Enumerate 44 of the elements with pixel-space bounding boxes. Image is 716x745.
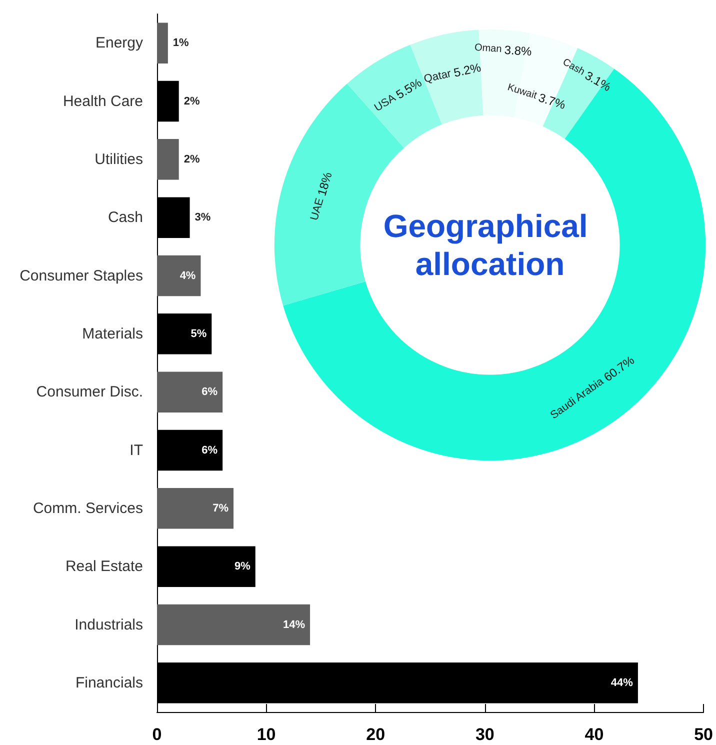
data-label: 7% xyxy=(212,502,229,514)
y-tick-label: Industrials xyxy=(74,616,143,634)
y-tick-label: Materials xyxy=(82,325,143,342)
x-tick-label: 20 xyxy=(366,725,386,744)
data-label: 3.8% xyxy=(504,42,533,59)
slice-label: Qatar xyxy=(422,68,452,86)
y-tick-label: Financials xyxy=(75,674,143,692)
data-label: 1% xyxy=(172,37,190,50)
data-label: 3.7% xyxy=(536,90,568,112)
y-tick-label: Energy xyxy=(95,34,144,52)
x-tick-label: 40 xyxy=(584,725,604,744)
x-tick-label: 30 xyxy=(475,725,494,744)
y-tick-label: Consumer Staples xyxy=(20,267,143,284)
text: Geographical allocation xyxy=(383,208,597,282)
bar xyxy=(157,255,201,296)
data-label: 6% xyxy=(202,386,218,398)
bar xyxy=(157,139,179,180)
x-tick-label: 50 xyxy=(694,725,714,744)
y-tick-label: Utilities xyxy=(94,150,143,168)
y-tick-label: Cash xyxy=(108,209,143,226)
data-label: 2% xyxy=(184,95,200,108)
x-tick-label: 0 xyxy=(152,725,162,744)
data-label: 5.2% xyxy=(452,60,482,80)
x-tick-label: 10 xyxy=(256,725,276,744)
data-label: 14% xyxy=(283,618,306,631)
y-tick-label: Consumer Disc. xyxy=(36,384,143,401)
data-label: 44% xyxy=(610,676,634,689)
bar xyxy=(157,488,234,529)
data-label: 2% xyxy=(184,153,200,166)
data-label: 6% xyxy=(202,444,218,456)
data-label: 5% xyxy=(190,328,207,340)
bar xyxy=(157,372,223,412)
data-label: 9% xyxy=(234,560,251,573)
data-label: 3% xyxy=(194,212,211,224)
data-label: 3.1% xyxy=(582,68,614,94)
y-tick-label: Comm. Services xyxy=(32,500,143,517)
data-label: 4% xyxy=(180,270,196,282)
bar xyxy=(157,604,310,646)
y-tick-label: IT xyxy=(130,442,143,459)
y-tick-label: Real Estate xyxy=(65,558,143,576)
y-tick-label: Health Care xyxy=(62,92,143,110)
slice-label: Oman xyxy=(474,42,505,56)
data-label: 18% xyxy=(314,170,335,198)
bar xyxy=(157,22,168,64)
